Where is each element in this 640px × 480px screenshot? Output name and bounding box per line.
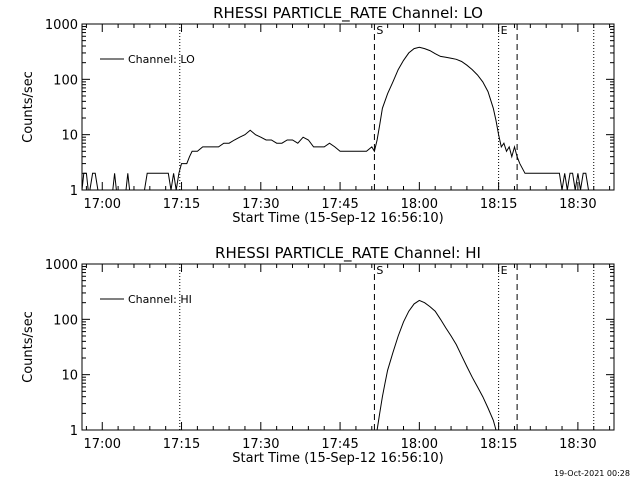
x-tick-label: 17:45 — [321, 197, 358, 212]
chart-title: RHESSI PARTICLE_RATE Channel: LO — [213, 4, 483, 23]
panel-hi: RHESSI PARTICLE_RATE Channel: HI 17:00 17:… — [21, 244, 615, 466]
x-tick-label: 17:00 — [84, 197, 121, 212]
legend-label: Channel: LO — [128, 53, 195, 66]
x-tick-label: 18:00 — [401, 197, 438, 212]
plot-frame — [81, 263, 615, 431]
x-axis-label: Start Time (15-Sep-12 16:56:10) — [232, 211, 443, 226]
x-tick-label: 17:45 — [321, 437, 358, 452]
x-tick-label: 18:30 — [559, 197, 596, 212]
x-tick-label: 17:00 — [84, 437, 121, 452]
x-tick-label: 18:15 — [480, 437, 517, 452]
x-tick-label: 18:00 — [401, 437, 438, 452]
x-tick-label: 17:30 — [242, 437, 279, 452]
plot-frame — [81, 23, 615, 191]
series-line — [376, 299, 497, 431]
marker-label-e: E — [501, 264, 508, 277]
series-line — [81, 46, 589, 191]
footer-timestamp: 19-Oct-2021 00:28 — [554, 469, 630, 478]
x-tick-label: 17:15 — [163, 197, 200, 212]
y-tick-label: 1 — [70, 424, 78, 439]
y-axis-label: Counts/sec — [21, 311, 36, 383]
y-tick-label: 10 — [61, 129, 78, 144]
x-axis-label: Start Time (15-Sep-12 16:56:10) — [232, 451, 443, 466]
y-tick-label: 1 — [70, 184, 78, 199]
marker-label-s: S — [376, 264, 383, 277]
y-axis-label: Counts/sec — [21, 71, 36, 143]
x-tick-label: 18:15 — [480, 197, 517, 212]
legend-label: Channel: HI — [128, 293, 192, 306]
panel-lo: RHESSI PARTICLE_RATE Channel: LO 17:00 17:… — [21, 4, 615, 226]
y-tick-label: 1000 — [45, 258, 78, 273]
x-tick-label: 17:30 — [242, 197, 279, 212]
chart-title: RHESSI PARTICLE_RATE Channel: HI — [215, 244, 481, 263]
marker-label-s: S — [376, 24, 383, 37]
x-tick-label: 17:15 — [163, 437, 200, 452]
y-tick-label: 1000 — [45, 18, 78, 33]
marker-label-e: E — [501, 24, 508, 37]
y-tick-label: 100 — [53, 73, 78, 88]
y-tick-label: 10 — [61, 369, 78, 384]
x-tick-label: 18:30 — [559, 437, 596, 452]
y-tick-label: 100 — [53, 313, 78, 328]
